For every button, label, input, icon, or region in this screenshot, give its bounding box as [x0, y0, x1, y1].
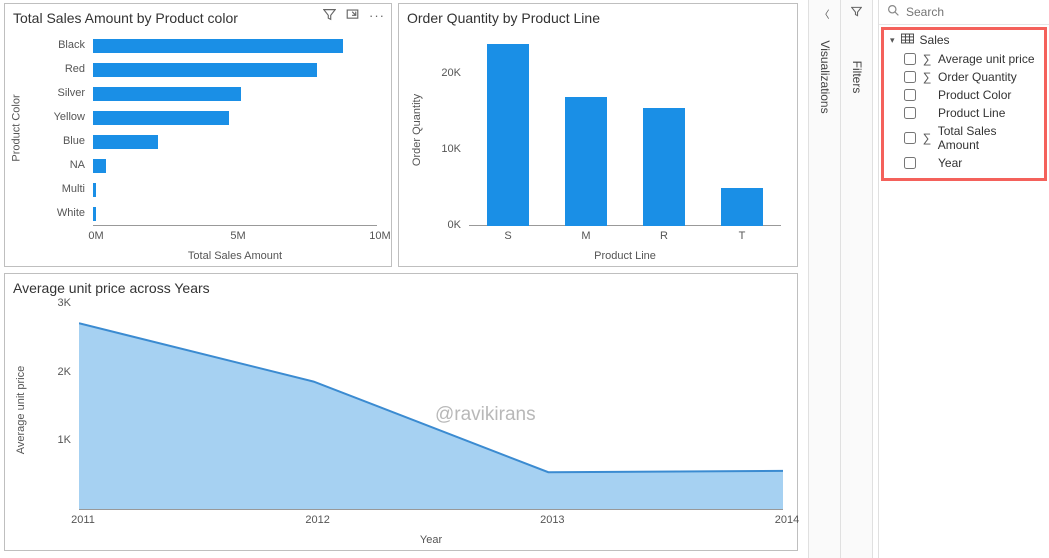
visual-orderqty-by-line[interactable]: Order Quantity by Product Line 0K10K20K …: [398, 3, 798, 267]
sigma-icon: ∑: [922, 156, 932, 170]
field-label: Product Line: [938, 106, 1005, 120]
y-tick-label: Blue: [63, 135, 85, 147]
field-item[interactable]: ∑ Order Quantity: [884, 68, 1044, 86]
search-input[interactable]: [906, 5, 1041, 19]
x-tick-label: M: [547, 230, 625, 242]
field-item[interactable]: ∑ Average unit price: [884, 50, 1044, 68]
table-icon: [901, 33, 914, 47]
x-axis-title: Product Line: [469, 250, 781, 262]
x-tick-label: S: [469, 230, 547, 242]
y-tick-label: 0K: [448, 219, 461, 231]
x-tick-label: 2013: [532, 514, 572, 526]
y-tick-label: 2K: [58, 366, 71, 378]
visualizations-pane-collapsed[interactable]: 〈 Visualizations: [809, 0, 841, 558]
field-item[interactable]: ∑ Total Sales Amount: [884, 122, 1044, 154]
visual-sales-by-color[interactable]: Total Sales Amount by Product color ··· …: [4, 3, 392, 267]
field-item[interactable]: ∑ Product Color: [884, 86, 1044, 104]
bar-t[interactable]: [721, 188, 764, 226]
bar-na[interactable]: [93, 159, 106, 173]
y-tick-label: Black: [58, 39, 85, 51]
fields-table-header[interactable]: ▾ Sales: [884, 30, 1044, 50]
x-tick-label: R: [625, 230, 703, 242]
chart-title: Order Quantity by Product Line: [399, 4, 797, 26]
filters-pane-collapsed[interactable]: Filters: [841, 0, 873, 558]
table-name: Sales: [920, 33, 950, 47]
bar-yellow[interactable]: [93, 111, 229, 125]
field-checkbox[interactable]: [904, 71, 916, 83]
y-axis-title: Order Quantity: [411, 94, 423, 166]
y-axis-title: Average unit price: [15, 366, 27, 454]
sigma-icon: ∑: [922, 106, 932, 120]
bar-r[interactable]: [643, 108, 686, 226]
field-checkbox[interactable]: [904, 89, 916, 101]
bar-blue[interactable]: [93, 135, 158, 149]
y-tick-label: 10K: [441, 143, 461, 155]
focus-mode-icon[interactable]: [346, 8, 359, 24]
x-tick-label: 5M: [223, 230, 253, 242]
y-tick-label: Multi: [62, 183, 85, 195]
fields-highlight: ▾ Sales ∑ Average unit price ∑ Order Quanti…: [881, 27, 1047, 181]
visual-header-icons: ···: [323, 8, 385, 24]
bar-red[interactable]: [93, 63, 317, 77]
bar-black[interactable]: [93, 39, 343, 53]
sigma-icon: ∑: [922, 131, 932, 145]
y-tick-label: Red: [65, 63, 85, 75]
sigma-icon: ∑: [922, 52, 932, 66]
collapsed-panes: 〈 Visualizations Filters: [808, 0, 878, 558]
y-tick-label: 20K: [441, 67, 461, 79]
field-label: Order Quantity: [938, 70, 1017, 84]
x-tick-label: 0M: [81, 230, 111, 242]
x-tick-label: 10M: [365, 230, 395, 242]
x-axis-title: Total Sales Amount: [93, 250, 377, 262]
y-tick-label: Yellow: [54, 111, 85, 123]
bar-s[interactable]: [487, 44, 530, 226]
x-tick-label: 2011: [63, 514, 103, 526]
x-tick-label: T: [703, 230, 781, 242]
visual-avg-price-years[interactable]: Average unit price across Years 1K 2K 3K 2…: [4, 273, 798, 551]
bar-m[interactable]: [565, 97, 608, 226]
search-icon: [887, 4, 900, 20]
fields-search[interactable]: [879, 0, 1049, 25]
chart-title: Average unit price across Years: [5, 274, 797, 296]
y-tick-label: 3K: [58, 297, 71, 309]
field-checkbox[interactable]: [904, 53, 916, 65]
chevron-down-icon: ▾: [890, 35, 895, 46]
y-tick-label: White: [57, 207, 85, 219]
field-item[interactable]: ∑ Product Line: [884, 104, 1044, 122]
visualizations-pane-label: Visualizations: [818, 40, 832, 113]
field-label: Year: [938, 156, 962, 170]
plot-area: [79, 304, 783, 510]
report-canvas[interactable]: Total Sales Amount by Product color ··· …: [0, 0, 805, 558]
bar-multi[interactable]: [93, 183, 96, 197]
plot-area: [93, 34, 377, 226]
field-checkbox[interactable]: [904, 107, 916, 119]
filter-icon[interactable]: [323, 8, 336, 24]
field-item[interactable]: ∑ Year: [884, 154, 1044, 172]
bar-white[interactable]: [93, 207, 96, 221]
y-tick-label: 1K: [58, 434, 71, 446]
fields-pane[interactable]: ▾ Sales ∑ Average unit price ∑ Order Quanti…: [878, 0, 1049, 558]
field-checkbox[interactable]: [904, 132, 916, 144]
plot-area: [469, 36, 781, 226]
field-label: Average unit price: [938, 52, 1035, 66]
x-axis-title: Year: [79, 534, 783, 546]
x-axis-line: [93, 225, 377, 226]
bar-silver[interactable]: [93, 87, 241, 101]
sigma-icon: ∑: [922, 70, 932, 84]
y-tick-label: Silver: [57, 87, 85, 99]
y-tick-label: NA: [70, 159, 85, 171]
filter-icon: [841, 6, 872, 20]
chevron-left-icon: 〈: [809, 6, 840, 21]
area-series: [79, 304, 783, 510]
x-tick-label: 2012: [298, 514, 338, 526]
sigma-icon: ∑: [922, 88, 932, 102]
more-options-icon[interactable]: ···: [369, 8, 385, 24]
x-tick-label: 2014: [767, 514, 807, 526]
field-label: Total Sales Amount: [938, 124, 1038, 152]
field-checkbox[interactable]: [904, 157, 916, 169]
filters-pane-label: Filters: [850, 61, 864, 94]
field-label: Product Color: [938, 88, 1011, 102]
y-axis-title: Product Color: [11, 94, 23, 161]
x-axis-line: [79, 509, 783, 510]
